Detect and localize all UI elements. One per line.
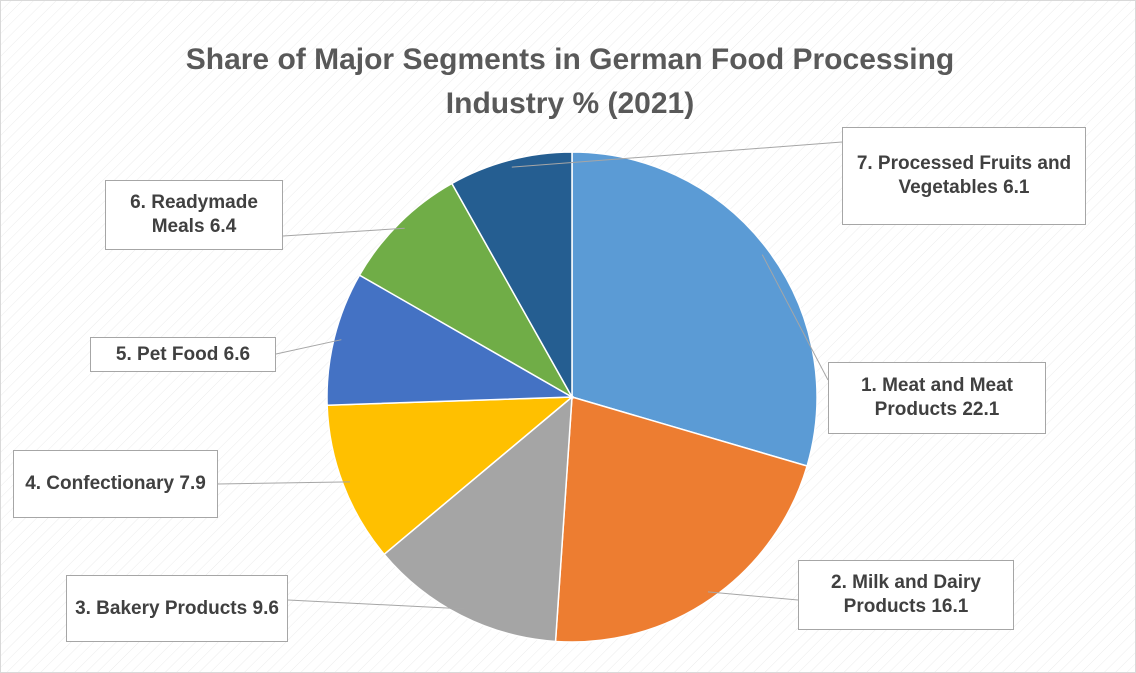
label-category: 4. Confectionary xyxy=(25,473,175,494)
pie-slice xyxy=(571,151,818,467)
data-label: 6. Readymade Meals 6.4 xyxy=(105,180,283,250)
pie-slice xyxy=(358,182,574,400)
data-label: 2. Milk and Dairy Products 16.1 xyxy=(798,560,1014,630)
leader-line xyxy=(761,254,829,381)
data-label: 3. Bakery Products 9.6 xyxy=(66,575,288,642)
leader-line xyxy=(707,591,799,601)
data-label-text: 7. Processed Fruits and Vegetables 6.1 xyxy=(851,152,1077,200)
label-category: 2. Milk and Dairy Products xyxy=(831,572,981,617)
leader-line xyxy=(275,339,342,355)
leader-line xyxy=(282,227,405,237)
label-value: 9.6 xyxy=(252,597,279,619)
label-category: 6. Readymade Meals xyxy=(130,192,258,237)
data-label-text: 2. Milk and Dairy Products 16.1 xyxy=(807,571,1005,619)
data-label: 4. Confectionary 7.9 xyxy=(13,450,218,518)
label-value: 22.1 xyxy=(962,399,1000,420)
label-value: 16.1 xyxy=(931,596,969,617)
data-label: 1. Meat and Meat Products 22.1 xyxy=(828,362,1046,434)
label-category: 1. Meat and Meat Products xyxy=(860,375,1014,420)
label-category: 7. Processed Fruits and Vegetables xyxy=(856,153,1072,198)
data-label: 7. Processed Fruits and Vegetables 6.1 xyxy=(842,127,1086,225)
data-label-text: 3. Bakery Products 9.6 xyxy=(75,597,279,621)
leader-line xyxy=(287,599,465,610)
label-value: 6.1 xyxy=(1003,177,1030,198)
label-value: 6.4 xyxy=(209,216,237,237)
label-category: 3. Bakery Products xyxy=(75,597,248,619)
pie-slice xyxy=(383,395,573,643)
pie-slice xyxy=(326,274,575,407)
pie-slice xyxy=(554,396,809,643)
data-label-text: 1. Meat and Meat Products 22.1 xyxy=(837,374,1037,422)
pie-slice xyxy=(326,396,575,556)
label-category: 5. Pet Food xyxy=(115,343,219,365)
data-label-text: 5. Pet Food 6.6 xyxy=(116,343,250,367)
data-label-text: 4. Confectionary 7.9 xyxy=(25,472,206,496)
data-label: 5. Pet Food 6.6 xyxy=(90,337,276,372)
chart-title: Share of Major Segments in German Food P… xyxy=(185,43,955,120)
data-label-text: 6. Readymade Meals 6.4 xyxy=(114,191,274,239)
label-value: 7.9 xyxy=(179,473,206,494)
pie-slice xyxy=(450,151,573,400)
leader-line xyxy=(511,141,843,168)
leader-line xyxy=(217,481,351,485)
label-value: 6.6 xyxy=(223,343,251,365)
